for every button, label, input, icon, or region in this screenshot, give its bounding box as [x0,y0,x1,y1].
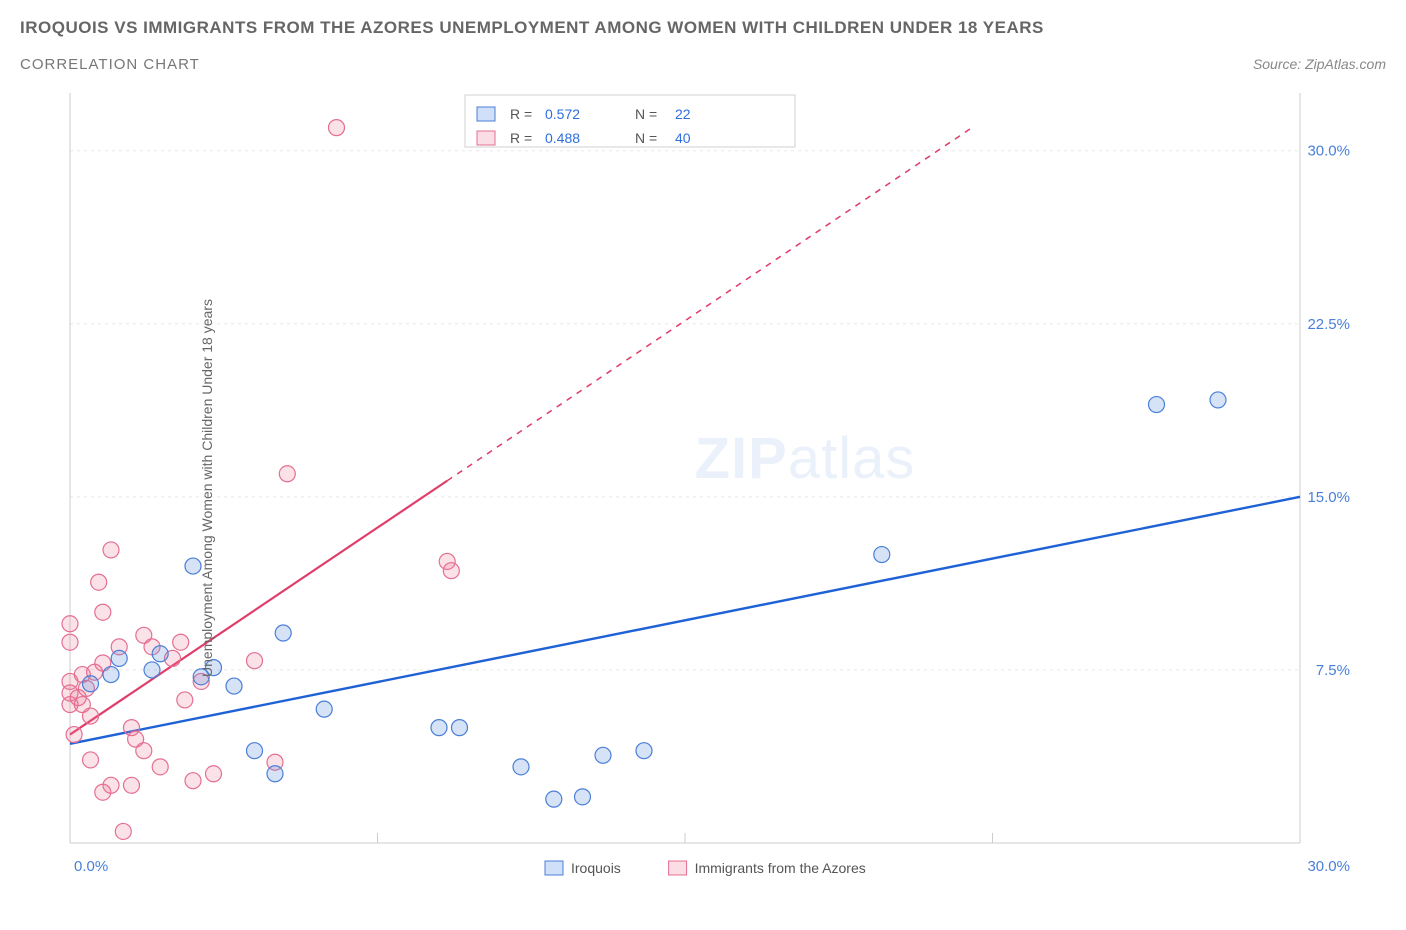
data-point-azores [247,653,263,669]
data-point-azores [103,542,119,558]
data-point-azores [95,604,111,620]
page-title: IROQUOIS VS IMMIGRANTS FROM THE AZORES U… [20,18,1386,38]
data-point-iroquois [1210,392,1226,408]
data-point-iroquois [152,646,168,662]
chart-container: Unemployment Among Women with Children U… [20,83,1386,893]
data-point-azores [103,777,119,793]
bottom-legend-swatch [669,861,687,875]
legend-swatch [477,107,495,121]
y-tick-label: 30.0% [1307,143,1350,160]
data-point-azores [329,120,345,136]
data-point-azores [124,777,140,793]
data-point-iroquois [226,678,242,694]
data-point-azores [62,634,78,650]
data-point-iroquois [316,701,332,717]
y-tick-label: 22.5% [1307,316,1350,333]
y-axis-label: Unemployment Among Women with Children U… [199,299,215,677]
data-point-azores [279,466,295,482]
bottom-legend-label: Immigrants from the Azores [695,860,866,876]
y-tick-label: 7.5% [1316,662,1350,679]
data-point-iroquois [247,743,263,759]
data-point-iroquois [636,743,652,759]
data-point-iroquois [595,747,611,763]
data-point-iroquois [275,625,291,641]
data-point-azores [66,727,82,743]
data-point-iroquois [144,662,160,678]
data-point-azores [115,823,131,839]
legend-n-value: 40 [675,130,691,146]
legend-r-value: 0.488 [545,130,580,146]
data-point-azores [206,766,222,782]
regression-line-iroquois [70,497,1300,744]
data-point-azores [152,759,168,775]
data-point-azores [91,574,107,590]
data-point-azores [83,708,99,724]
data-point-azores [83,752,99,768]
bottom-legend-label: Iroquois [571,860,621,876]
data-point-azores [185,773,201,789]
legend-r-value: 0.572 [545,106,580,122]
data-point-iroquois [513,759,529,775]
legend-n-value: 22 [675,106,691,122]
subtitle-row: CORRELATION CHART Source: ZipAtlas.com [20,56,1386,73]
legend-n-label: N = [635,130,657,146]
data-point-azores [443,563,459,579]
chart-subtitle: CORRELATION CHART [20,56,200,73]
data-point-iroquois [111,650,127,666]
bottom-legend-swatch [545,861,563,875]
legend-n-label: N = [635,106,657,122]
legend-swatch [477,131,495,145]
data-point-iroquois [452,720,468,736]
x-tick-label: 30.0% [1307,858,1350,875]
legend-r-label: R = [510,106,532,122]
data-point-azores [173,634,189,650]
data-point-azores [62,616,78,632]
x-tick-label: 0.0% [74,858,108,875]
data-point-iroquois [431,720,447,736]
data-point-azores [177,692,193,708]
watermark: ZIPatlas [695,426,916,491]
data-point-iroquois [546,791,562,807]
data-point-iroquois [267,766,283,782]
data-point-iroquois [83,676,99,692]
data-point-azores [136,743,152,759]
source-label: Source: ZipAtlas.com [1253,56,1386,72]
data-point-iroquois [874,547,890,563]
correlation-scatter-chart: ZIPatlas 7.5% 15.0% 22.5% 30.0% 0.0% 30.0% R = 0… [20,83,1360,893]
data-point-iroquois [575,789,591,805]
legend-r-label: R = [510,130,532,146]
regression-line-azores [70,481,447,735]
data-point-iroquois [1149,397,1165,413]
data-point-iroquois [103,667,119,683]
y-tick-label: 15.0% [1307,489,1350,506]
